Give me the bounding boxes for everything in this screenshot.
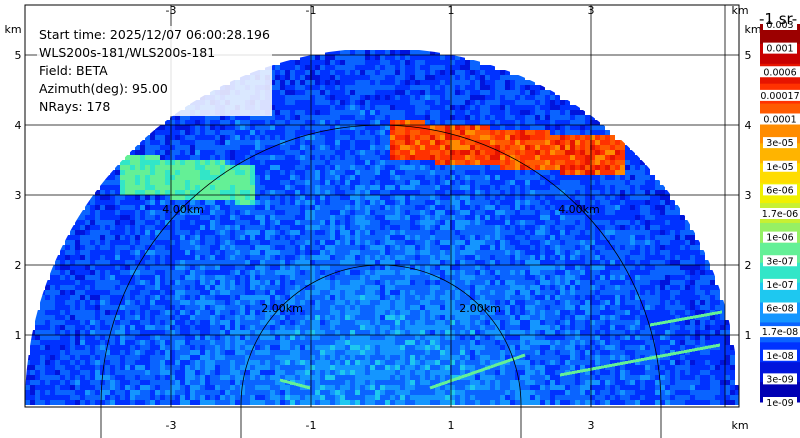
colorbar-label: 6e-08 [766,304,793,315]
range-ring-label: 2.00km [459,302,501,315]
colorbar-label: 0.001 [766,44,793,55]
x-tick-label: -1 [306,419,317,432]
colorbar-label-bg [763,184,797,196]
colorbar-label-bg [760,66,800,78]
colorbar-label: 1.7e-08 [762,327,798,338]
x-tick-label: -3 [166,419,177,432]
colorbar-label-bg [763,349,797,361]
colorbar-label-bg [757,89,800,101]
colorbar: 0.003 0.001 0.0006 0.00017 0.0001 3e-05 1e-05 6… [757,19,800,409]
x-tick-label: 1 [448,419,455,432]
start-time-text: Start time: 2025/12/07 06:00:28.196 [39,27,270,42]
colorbar-label: 0.0001 [763,115,796,126]
azimuth-text: Azimuth(deg): 95.00 [39,81,168,96]
colorbar-swatch [760,262,800,284]
colorbar-label: 0.0006 [763,67,796,78]
range-ring-label: 4.00km [162,203,204,216]
colorbar-label: 1e-05 [766,162,793,173]
colorbar-label-bg [757,326,800,338]
colorbar-label-bg [763,302,797,314]
y-tick-label: 4 [15,119,22,132]
colorbar-label-bg [763,42,797,54]
colorbar-label: 0.00017 [760,91,799,102]
x-unit-label: km [731,419,748,432]
y-tick-label: 1 [745,329,752,342]
x-tick-label: 1 [448,4,455,17]
x-tick-label: 3 [588,419,595,432]
x-unit-label: km [731,4,748,17]
colorbar-label: 0.003 [766,20,793,31]
tick-labels: -3 -3 -1 -1 1 1 3 3 1 1 2 2 3 3 4 4 5 5 km km km km [4,4,761,432]
colorbar-label: 1e-09 [766,398,793,409]
colorbar-label-bg [763,278,797,290]
colorbar-label: 1e-07 [766,280,793,291]
scan-info-box: Start time: 2025/12/07 06:00:28.196 WLS2… [37,26,272,116]
y-unit-label: km [4,23,21,36]
y-tick-label: 5 [745,49,752,62]
range-ring-label: 2.00km [261,302,303,315]
colorbar-label-bg [757,208,800,219]
colorbar-label: 3e-09 [766,374,793,385]
nrays-text: NRays: 178 [39,99,111,114]
x-tick-label: 3 [588,4,595,17]
y-tick-label: 5 [15,49,22,62]
y-tick-label: 2 [745,259,752,272]
range-rings: 2.00km 2.00km 4.00km 4.00km [100,124,662,438]
colorbar-label: 6e-06 [766,185,793,196]
colorbar-label-bg [763,373,797,385]
colorbar-label-bg [760,113,800,125]
colorbar-label-bg [763,160,797,172]
range-ring-label: 4.00km [558,203,600,216]
y-tick-label: 4 [745,119,752,132]
colorbar-label-bg [763,397,797,408]
colorbar-label-bg [763,255,797,267]
range-ring [100,124,662,438]
colorbar-label: 3e-05 [766,138,793,149]
colorbar-label-bg [763,19,797,30]
colorbar-label: 3e-07 [766,256,793,267]
colorbar-label-bg [763,231,797,243]
colorbar-label: 1e-06 [766,233,793,244]
y-tick-label: 2 [15,259,22,272]
y-tick-label: 3 [15,189,22,202]
colorbar-title: -1 sr- [759,10,798,28]
y-unit-label: km [744,23,761,36]
y-tick-label: 1 [15,329,22,342]
field-text: Field: BETA [39,63,108,78]
x-tick-label: -3 [166,4,177,17]
colorbar-label: 1e-08 [766,351,793,362]
instrument-text: WLS200s-181/WLS200s-181 [39,45,216,60]
colorbar-swatch [760,143,800,164]
range-ring [240,264,522,438]
x-tick-label: -1 [306,4,317,17]
colorbar-label-bg [763,137,797,149]
colorbar-label: 1.7e-06 [762,209,798,220]
y-tick-label: 3 [745,189,752,202]
